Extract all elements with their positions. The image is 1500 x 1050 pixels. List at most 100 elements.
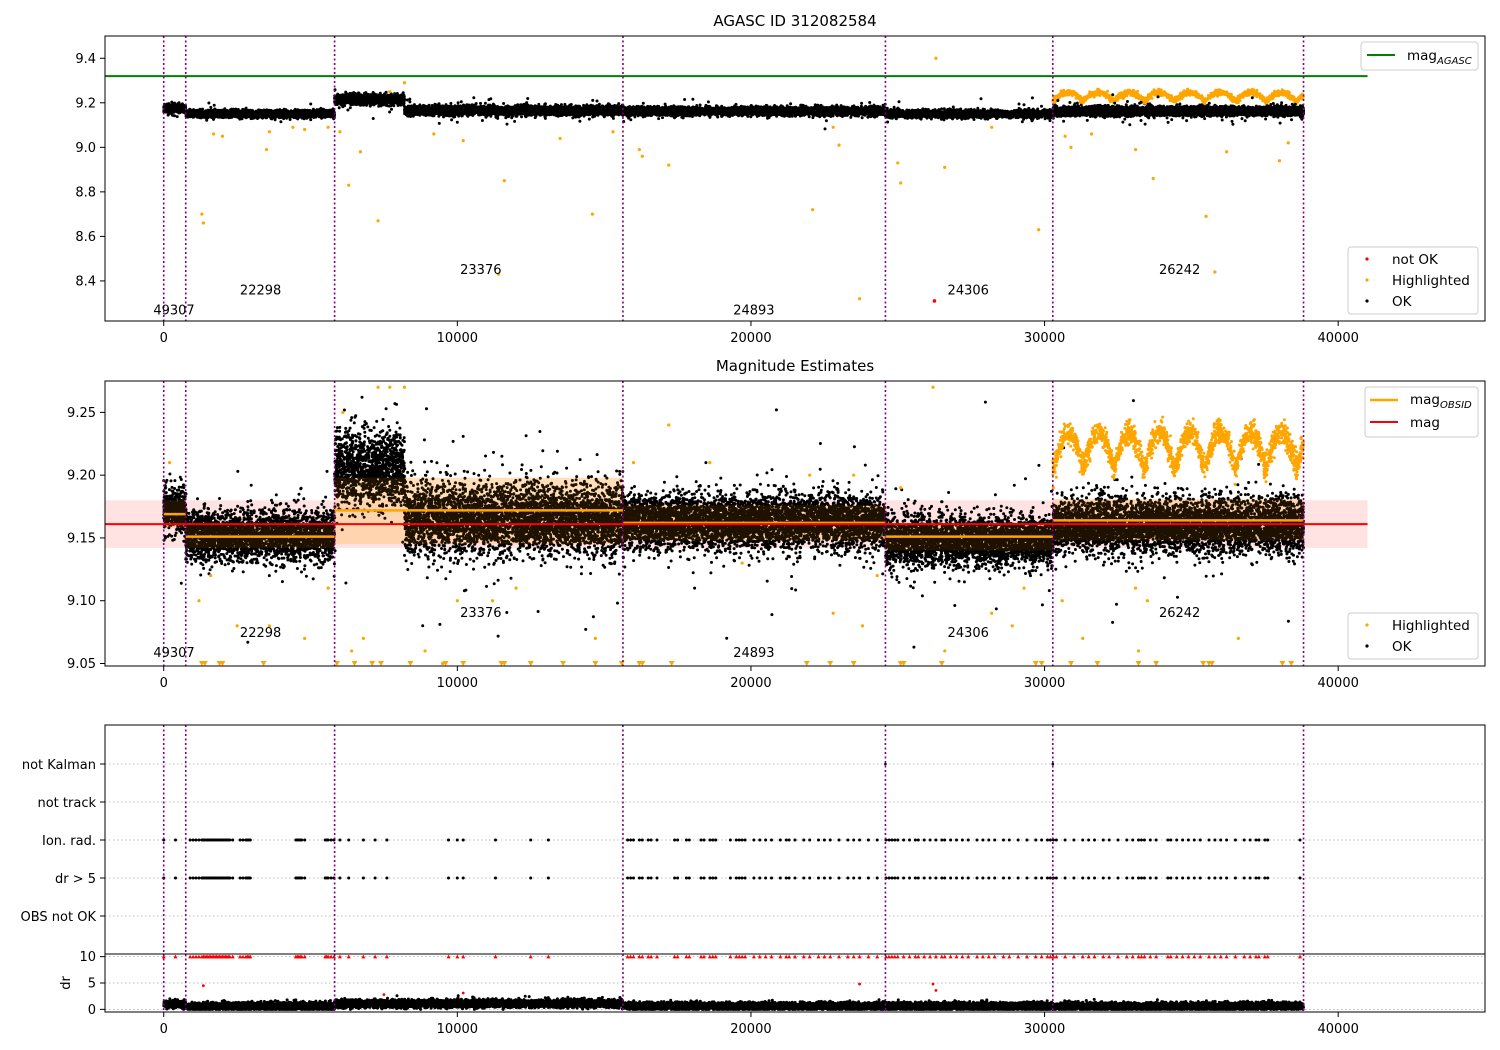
- dr-clipped-marker: [980, 954, 985, 959]
- highlighted-point: [1060, 599, 1064, 603]
- highlighted-point: [388, 385, 392, 389]
- y-tick-label: 9.0: [75, 141, 96, 156]
- highlighted-point: [303, 636, 307, 640]
- highlighted-point: [496, 272, 501, 276]
- dr-clipped-marker: [675, 954, 680, 959]
- lower-limit-marker: [442, 661, 449, 666]
- legend-ok-label: OK: [1392, 639, 1413, 655]
- dr-clipped-marker: [241, 954, 245, 959]
- y-tick-label: 9.15: [67, 531, 96, 546]
- highlighted-point: [441, 661, 445, 666]
- highlighted-point: [1225, 150, 1229, 154]
- highlighted-point: [931, 385, 935, 389]
- highlighted-point: [896, 161, 900, 165]
- dr-clipped-marker: [1265, 954, 1270, 959]
- x-tick-label: 0: [160, 676, 168, 691]
- dr-clipped-marker: [966, 954, 971, 959]
- highlighted-point: [461, 139, 465, 143]
- x-tick-label: 0: [160, 1022, 168, 1037]
- x-tick-label: 40000: [1318, 676, 1359, 691]
- dr-clipped-marker: [1016, 954, 1021, 959]
- legend-ok-label: OK: [1392, 294, 1413, 310]
- dr-clipped-marker: [784, 954, 789, 959]
- highlighted-point: [943, 649, 947, 653]
- highlighted-point: [1133, 147, 1138, 152]
- dr-clipped-marker: [710, 954, 715, 959]
- dr-clipped-marker: [1001, 954, 1006, 959]
- dr-clipped-marker: [928, 954, 933, 959]
- dr-clipped-marker: [446, 954, 451, 959]
- dr-points: [1051, 997, 1305, 1011]
- highlighted-point: [875, 574, 879, 578]
- y-tick-label: 0: [88, 1003, 96, 1018]
- x-tick-label: 40000: [1318, 331, 1359, 346]
- highlighted-point: [326, 125, 330, 129]
- highlighted-point: [1069, 145, 1073, 149]
- lower-limit-marker: [527, 661, 534, 666]
- dr-clipped-marker: [837, 954, 842, 959]
- highlighted-point: [1022, 586, 1026, 590]
- dr-outlier-point: [858, 982, 861, 986]
- dr-clipped-marker: [329, 954, 334, 959]
- dr-clipped-marker: [757, 954, 762, 959]
- x-tick-label: 10000: [437, 1022, 478, 1037]
- dr-clipped-marker: [954, 954, 959, 959]
- dr-clipped-marker: [1198, 954, 1203, 959]
- highlighted-point: [455, 599, 459, 603]
- lower-limit-marker: [1135, 661, 1142, 666]
- highlighted-point: [1145, 599, 1149, 603]
- dr-clipped-marker: [857, 954, 862, 959]
- highlighted-point: [267, 130, 272, 134]
- dr-clipped-marker: [901, 954, 906, 959]
- highlighted-point: [640, 154, 644, 158]
- highlighted-point: [490, 599, 495, 603]
- dr-axes-frame: [104, 953, 1486, 1013]
- dr-clipped-marker: [1048, 954, 1053, 959]
- obsid-label: 24893: [733, 303, 774, 318]
- dr-points: [621, 998, 887, 1011]
- ok-points: [621, 97, 887, 131]
- dr-panel: 0 5 10 0 10000 20000 30000 40000 dr: [59, 950, 1486, 1037]
- y-tick-label: 9.05: [67, 657, 96, 672]
- dr-clipped-marker: [384, 954, 389, 959]
- lower-limit-marker: [803, 661, 810, 666]
- dr-clipped-marker: [1192, 954, 1197, 959]
- obsid-label: 24306: [948, 283, 989, 298]
- lower-limit-marker: [460, 661, 467, 666]
- lower-limit-marker: [938, 661, 945, 666]
- dr-clipped-marker: [851, 954, 856, 959]
- highlighted-point: [402, 385, 407, 389]
- highlighted-point: [341, 410, 345, 414]
- dr-clipped-marker: [1212, 954, 1217, 959]
- lower-limit-marker: [900, 661, 907, 666]
- x-tick-label: 30000: [1024, 1022, 1065, 1037]
- y-tick-label: 9.4: [75, 52, 96, 67]
- estimates-y-axis: 9.05 9.10 9.15 9.20 9.25: [67, 406, 105, 672]
- x-tick-label: 30000: [1024, 331, 1065, 346]
- legend-mag-label: mag: [1410, 415, 1440, 431]
- dr-clipped-marker: [866, 954, 871, 959]
- highlighted-point: [1037, 228, 1041, 232]
- obsid-label: 22298: [240, 626, 281, 641]
- dr-clipped-marker: [238, 954, 243, 959]
- agasc-x-axis: 0 10000 20000 30000 40000: [160, 321, 1359, 346]
- legend-ok-marker: [1365, 644, 1369, 648]
- dr-clipped-marker: [672, 954, 677, 959]
- dr-clipped-marker: [728, 954, 733, 959]
- dr-clipped-marker: [892, 954, 897, 959]
- highlighted-point: [350, 649, 354, 653]
- obsid-label: 26242: [1159, 606, 1200, 621]
- highlighted-point: [558, 136, 562, 141]
- dr-clipped-marker: [907, 954, 912, 959]
- dr-clipped-marker: [922, 954, 927, 959]
- highlighted-point: [899, 181, 903, 185]
- dr-clipped-marker: [1168, 954, 1173, 959]
- lower-limit-marker: [201, 661, 208, 666]
- dr-outlier-point: [382, 993, 386, 996]
- dr-clipped-marker: [1101, 954, 1106, 959]
- obsid-label: 49307: [153, 303, 194, 318]
- y-tick-label: 8.4: [75, 274, 96, 289]
- obsid-label: 49307: [153, 646, 194, 661]
- dr-clipped-marker: [787, 954, 792, 959]
